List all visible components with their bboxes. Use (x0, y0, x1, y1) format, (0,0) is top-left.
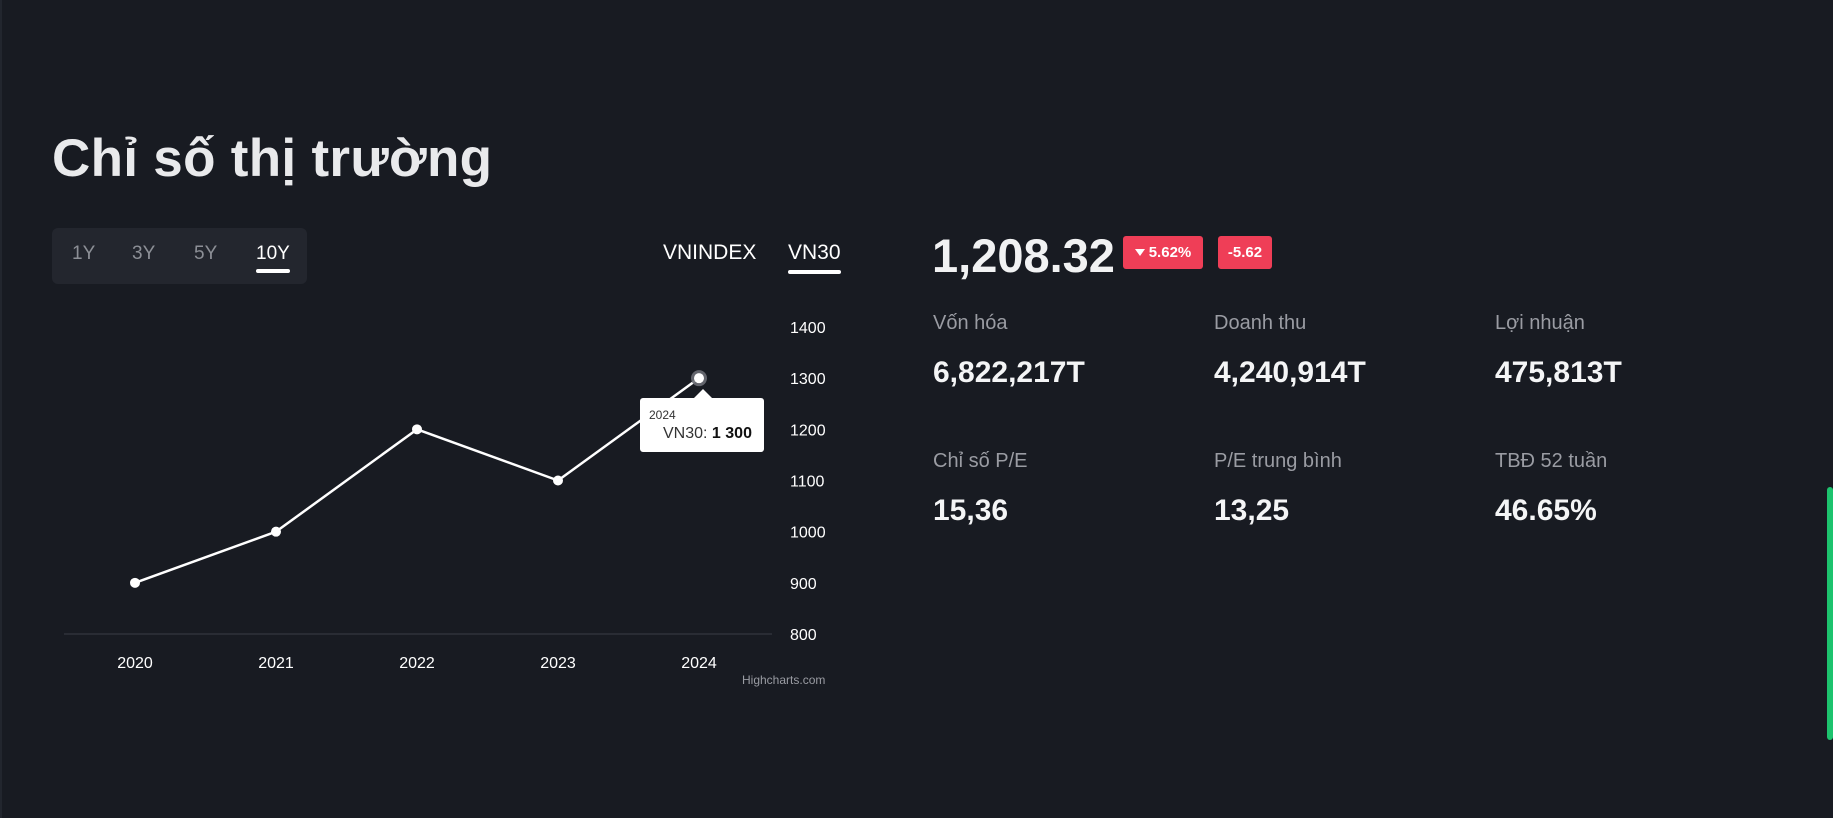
y-tick-label: 1300 (790, 371, 826, 388)
tab-index-vn30[interactable]: VN30 (788, 228, 841, 284)
time-range-tabs: 1Y 3Y 5Y 10Y (52, 228, 307, 284)
tab-index-vnindex[interactable]: VNINDEX (663, 241, 757, 264)
x-tick-label: 2024 (681, 655, 717, 672)
tab-range-10y[interactable]: 10Y (256, 228, 290, 284)
x-tick-label: 2021 (258, 655, 294, 672)
stat-label-profit: Lợi nhuận (1495, 312, 1585, 334)
x-tick-label: 2023 (540, 655, 576, 672)
data-point (694, 373, 704, 384)
y-tick-label: 800 (790, 627, 817, 644)
tooltip-value: 1 300 (711, 425, 752, 442)
change-percent-badge: 5.62% (1123, 236, 1203, 269)
index-line-chart[interactable]: 800 900 1000 1100 1200 1300 1400 2020 2021 2022 20… (0, 0, 900, 720)
data-point (553, 475, 563, 486)
stat-label-revenue: Doanh thu (1214, 312, 1307, 334)
tooltip-series-label: VN30 (663, 425, 704, 442)
y-tick-label: 900 (790, 576, 817, 593)
index-price: 1,208.32 (932, 229, 1115, 282)
chart-tooltip: 2024 VN30: 1 300 (640, 389, 764, 452)
tab-range-1y[interactable]: 1Y (72, 243, 96, 264)
stat-value-pe: 15,36 (933, 494, 1009, 527)
stat-label-pe: Chỉ số P/E (933, 450, 1028, 472)
change-percent-value: 5.62% (1148, 244, 1192, 261)
tooltip-title: 2024 (649, 408, 676, 422)
page-scrollbar-thumb[interactable] (1827, 487, 1833, 740)
stat-value-pe-average: 13,25 (1214, 494, 1290, 527)
stat-value-revenue: 4,240,914T (1214, 356, 1366, 389)
series-line (134, 377, 700, 585)
data-point (412, 424, 422, 435)
data-point (271, 526, 281, 537)
data-point (130, 577, 140, 588)
tooltip-value-line: VN30: 1 300 (663, 425, 752, 442)
x-tick-label: 2022 (399, 655, 435, 672)
x-tick-label: 2020 (117, 655, 153, 672)
y-tick-label: 1100 (790, 474, 825, 491)
change-value-badge: -5.62 (1218, 236, 1272, 269)
chart-credit-link[interactable]: Highcharts.com (742, 673, 826, 687)
y-tick-label: 1000 (790, 525, 826, 542)
y-tick-label: 1400 (790, 320, 826, 337)
y-tick-label: 1200 (790, 422, 826, 439)
tab-range-5y[interactable]: 5Y (194, 243, 218, 264)
stat-value-52-week: 46.65% (1495, 494, 1597, 527)
stat-label-52-week: TBĐ 52 tuần (1495, 450, 1608, 472)
tab-range-3y[interactable]: 3Y (132, 243, 156, 264)
stat-label-market-cap: Vốn hóa (933, 312, 1008, 334)
page-title: Chỉ số thị trường (52, 129, 493, 188)
stat-label-pe-average: P/E trung bình (1214, 450, 1342, 472)
stat-value-profit: 475,813T (1495, 356, 1622, 389)
left-divider (0, 0, 2, 818)
stat-value-market-cap: 6,822,217T (933, 356, 1085, 389)
caret-down-icon (1134, 248, 1145, 256)
